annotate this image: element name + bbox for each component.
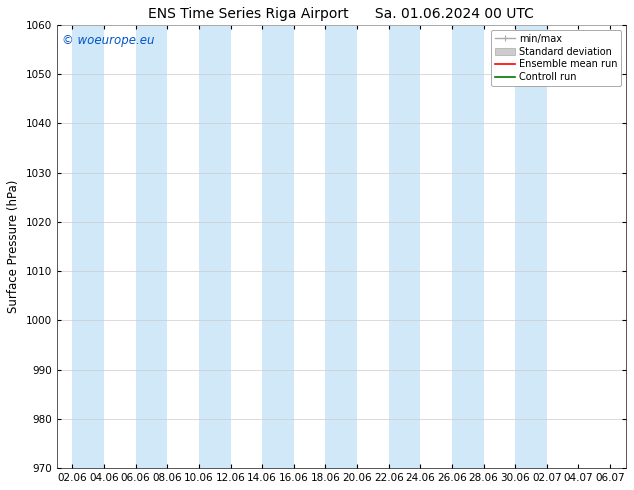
Bar bbox=[325, 25, 357, 468]
Bar bbox=[199, 25, 231, 468]
Title: ENS Time Series Riga Airport      Sa. 01.06.2024 00 UTC: ENS Time Series Riga Airport Sa. 01.06.2… bbox=[148, 7, 534, 21]
Bar bbox=[515, 25, 547, 468]
Bar bbox=[136, 25, 167, 468]
Bar bbox=[262, 25, 294, 468]
Bar bbox=[72, 25, 104, 468]
Legend: min/max, Standard deviation, Ensemble mean run, Controll run: min/max, Standard deviation, Ensemble me… bbox=[491, 30, 621, 86]
Bar bbox=[452, 25, 484, 468]
Bar bbox=[389, 25, 420, 468]
Y-axis label: Surface Pressure (hPa): Surface Pressure (hPa) bbox=[7, 180, 20, 313]
Text: © woeurope.eu: © woeurope.eu bbox=[62, 34, 155, 47]
